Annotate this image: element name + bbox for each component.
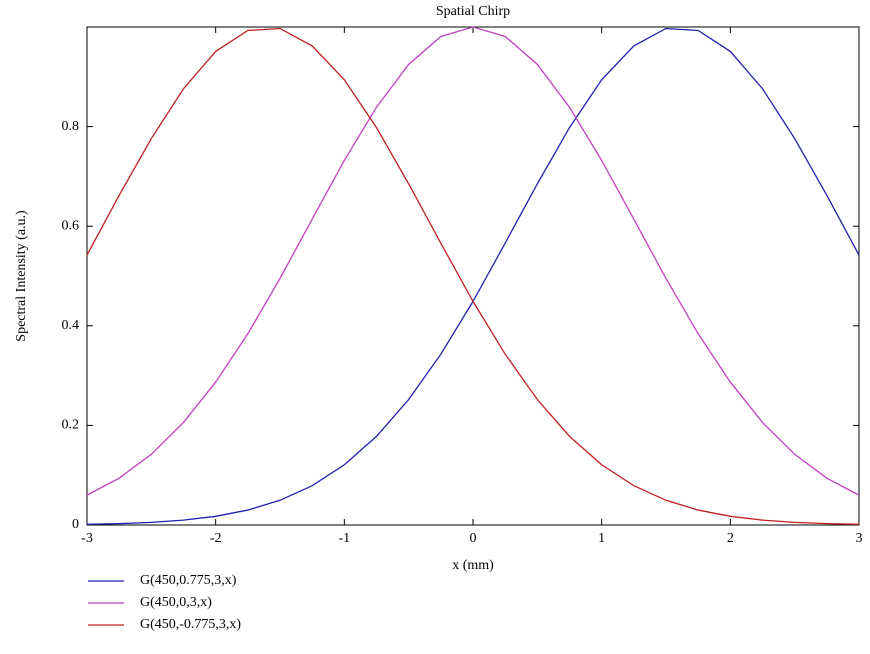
chart-title: Spatial Chirp — [436, 4, 510, 19]
legend-label: G(450,0,3,x) — [140, 595, 212, 610]
x-tick-label: 3 — [856, 531, 863, 546]
y-tick-label: 0.2 — [62, 418, 80, 433]
x-tick-label: -3 — [81, 531, 93, 546]
legend-label: G(450,0.775,3,x) — [140, 573, 237, 588]
x-axis-label: x (mm) — [452, 558, 494, 573]
x-tick-label: 1 — [598, 531, 605, 546]
legend-label: G(450,-0.775,3,x) — [140, 617, 241, 632]
y-tick-label: 0.8 — [62, 119, 80, 134]
x-tick-label: 2 — [727, 531, 734, 546]
line-series — [86, 26, 860, 496]
x-tick-label: -1 — [338, 531, 350, 546]
line-series — [86, 27, 860, 525]
y-tick-label: 0.6 — [62, 218, 80, 233]
x-tick-label: 0 — [470, 531, 477, 546]
line-series — [86, 27, 860, 525]
y-axis-label: Spectral Intensity (a.u.) — [14, 210, 29, 342]
y-tick-label: 0.4 — [62, 318, 80, 333]
x-tick-label: -2 — [210, 531, 222, 546]
y-tick-label: 0 — [72, 517, 79, 532]
plot-frame — [86, 26, 860, 526]
